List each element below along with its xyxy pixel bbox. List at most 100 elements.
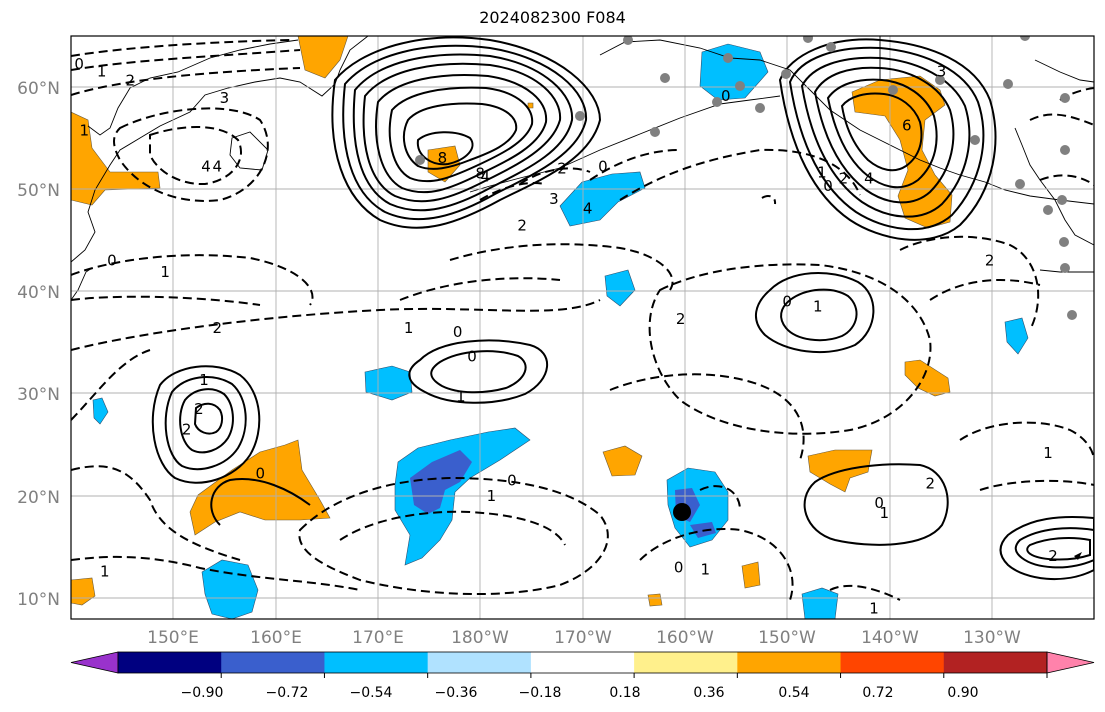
contour-label: 2: [213, 319, 223, 337]
lon-label: 150°E: [147, 628, 199, 648]
lon-label: 140°W: [861, 628, 919, 648]
contour-label: 0: [823, 177, 833, 195]
contour-label: 4: [864, 170, 874, 188]
colorbar-segment: [737, 652, 842, 673]
small-marker: [1074, 552, 1082, 560]
contour-label: 1: [404, 319, 414, 337]
lat-label: 20°N: [17, 488, 60, 508]
colorbar-tick-label: 0.18: [609, 685, 640, 701]
contour-label: 8: [438, 149, 448, 167]
contour-label: 1: [199, 371, 209, 389]
colorbar-extend-max: [1046, 651, 1095, 674]
contour-label: 1: [487, 487, 497, 505]
colorbar-segment: [221, 652, 325, 673]
graticule: [71, 36, 1094, 619]
contour-label: 2: [676, 310, 686, 328]
lat-label: 40°N: [17, 283, 60, 303]
lon-label: 130°W: [963, 628, 1021, 648]
contour-label: 8: [475, 165, 485, 183]
contour-label: 2: [557, 159, 567, 177]
colorbar-tick-label: 0.90: [947, 685, 978, 701]
contour-label: 6: [902, 117, 912, 135]
contour-label: 2: [985, 252, 995, 270]
colorbar-outline: [117, 651, 1048, 674]
contour-label: 2: [839, 170, 849, 188]
latitude-labels: 60°N 50°N 40°N 30°N 20°N 10°N: [17, 79, 60, 610]
lon-label: 170°W: [554, 628, 612, 648]
contour-label: 2: [194, 400, 204, 418]
lon-label: 160°W: [656, 628, 714, 648]
contour-label: 1: [97, 62, 107, 80]
lat-label: 60°N: [17, 79, 60, 99]
colorbar-tick-label: 0.72: [862, 685, 893, 701]
colorbar-segment: [634, 652, 738, 673]
lon-label: 160°E: [250, 628, 302, 648]
plot-background: [71, 36, 1094, 619]
lat-label: 30°N: [17, 385, 60, 405]
contour-label: 2: [182, 420, 192, 438]
contour-label: 0: [74, 55, 84, 73]
colorbar-tick-label: −0.36: [435, 685, 478, 701]
colorbar-segment: [427, 652, 532, 673]
colorbar-segment: [943, 652, 1048, 673]
colorbar-tick-label: −0.54: [350, 685, 393, 701]
contour-label: 1: [160, 263, 170, 281]
contour-label: 1: [1043, 444, 1053, 462]
negative-contours: [71, 39, 1094, 601]
colorbar: [70, 651, 1095, 678]
positive-anomaly-fill: [71, 36, 953, 607]
contour-label: 0: [598, 157, 608, 175]
contour-label: 1: [100, 562, 110, 580]
plot-border: [70, 35, 1095, 620]
contour-label: 1: [813, 298, 823, 316]
contour-label: 4: [201, 157, 211, 175]
contour-label: 2: [926, 474, 936, 492]
contour-label: 3: [220, 89, 230, 107]
colorbar-tick-label: −0.72: [266, 685, 309, 701]
colorbar-segment: [118, 652, 222, 673]
contour-label: 0: [107, 252, 117, 270]
colorbar-segment: [840, 652, 945, 673]
colorbar-tick-label: 0.36: [693, 685, 724, 701]
contour-label: 3: [937, 62, 947, 80]
contour-label: 2: [1048, 547, 1058, 565]
colorbar-segment: [324, 652, 429, 673]
colorbar-extend-min: [70, 651, 119, 674]
contour-label: 0: [782, 292, 792, 310]
lon-label: 180°W: [451, 628, 509, 648]
contour-label: 1: [700, 560, 710, 578]
contour-label: 1: [456, 388, 466, 406]
contour-label: 4: [213, 157, 223, 175]
colorbar-segment: [530, 652, 635, 673]
lon-label: 170°E: [352, 628, 404, 648]
contour-label: 0: [507, 471, 517, 489]
contour-label: 2: [126, 72, 136, 90]
contour-label: 4: [481, 168, 491, 186]
contour-label: 0: [721, 87, 731, 105]
contour-label: 4: [583, 199, 593, 217]
colorbar-tick-labels: −0.90 −0.72 −0.54 −0.36 −0.18 0.18 0.36 …: [181, 685, 979, 701]
positive-contours: [151, 36, 1094, 581]
lon-label: 150°W: [758, 628, 816, 648]
contour-label: 0: [467, 348, 477, 366]
lat-label: 10°N: [17, 590, 60, 610]
colorbar-tick-label: 0.54: [778, 685, 809, 701]
longitude-labels: 150°E 160°E 170°E 180°W 170°W 160°W 150°…: [147, 628, 1021, 648]
contour-label: 0: [674, 558, 684, 576]
lat-label: 50°N: [17, 181, 60, 201]
station-markers: [415, 36, 1077, 320]
storm-center-marker: [673, 503, 691, 521]
contour-label: 2: [517, 217, 527, 235]
colorbar-tick-label: −0.90: [181, 685, 224, 701]
contour-label: 0: [874, 494, 884, 512]
contour-label: 1: [880, 504, 890, 522]
contour-label: 0: [453, 323, 463, 341]
contour-label: 0: [255, 464, 265, 482]
contour-label: 1: [817, 164, 827, 182]
map-title: 2024082300 F084: [479, 8, 626, 27]
contour-label: 1: [80, 122, 90, 140]
contour-label: 3: [549, 190, 559, 208]
